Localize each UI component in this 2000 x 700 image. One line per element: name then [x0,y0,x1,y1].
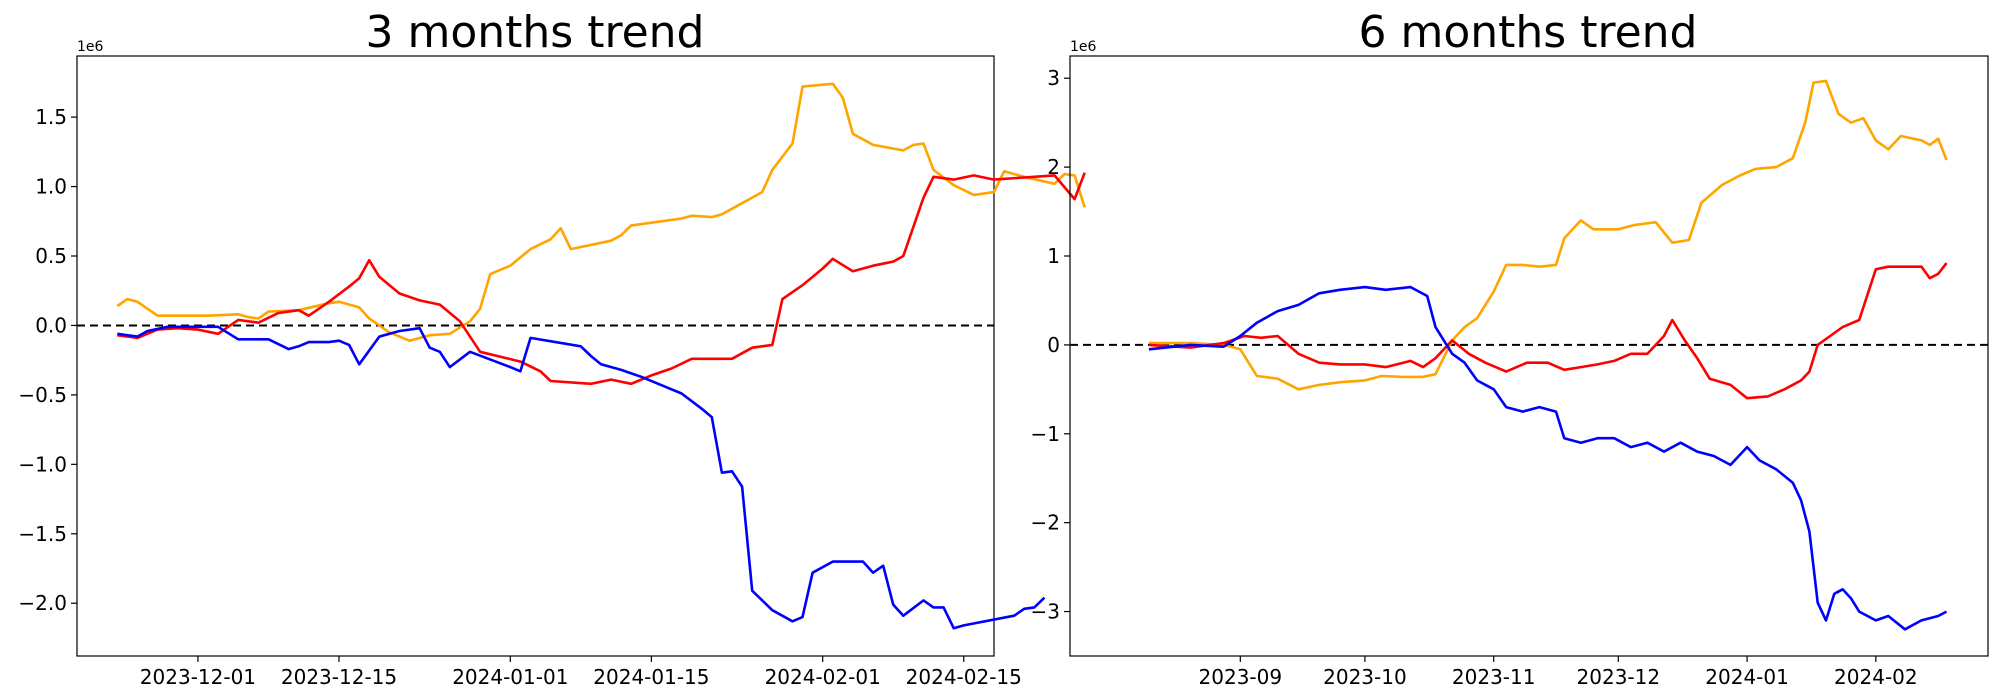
plot-area [76,55,995,657]
y-tick-label: −0.5 [18,383,67,407]
y-tick-label: −1 [1031,422,1060,446]
x-tick-label: 2023-11 [1452,665,1536,689]
series-line-2 [1148,262,1948,400]
y-tick-label: 1.0 [35,175,67,199]
series-line-3 [117,325,1046,630]
chart-title: 3 months trend [366,7,705,58]
y-tick-label: 2 [1047,155,1060,179]
x-tick-label: 2023-12 [1577,665,1661,689]
y-offset-label: 1e6 [1070,39,1097,55]
y-tick-label: 1.5 [35,105,67,129]
x-tick-label: 2024-02-15 [906,665,1022,689]
y-tick-label: 0.0 [35,313,67,337]
y-tick-label: −1.0 [18,452,67,476]
chart-6-months-trend: 6 months trend 1e6 3 2 1 0 −1 −2 −3 2023-09 2023… [1031,7,1989,689]
y-tick-label: −3 [1031,600,1060,624]
y-tick-label: 0.5 [35,244,67,268]
x-tick-label: 2024-02 [1834,665,1918,689]
y-tick-label: −1.5 [18,522,67,546]
chart-marks: 3 2 1 0 −1 −2 −3 2023-09 2023-10 2023-11 2023-12 20… [1031,66,1988,689]
x-tick-label: 2023-10 [1323,665,1407,689]
y-tick-label: −2.0 [18,591,67,615]
x-tick-label: 2023-12-15 [281,665,397,689]
plot-area [1069,55,1989,657]
x-tick-label: 2024-01-15 [593,665,709,689]
x-tick-label: 2023-12-01 [140,665,256,689]
x-tick-label: 2024-02-01 [765,665,881,689]
y-tick-label: 1 [1047,244,1060,268]
y-offset-label: 1e6 [77,39,104,55]
x-tick-label: 2023-09 [1199,665,1283,689]
chart-title: 6 months trend [1359,7,1698,58]
y-tick-label: 3 [1047,66,1060,90]
y-tick-label: −2 [1031,511,1060,535]
series-line-1 [1148,79,1948,391]
chart-3-months-trend: 3 months trend 1e6 1.5 1.0 0.5 0.0 −0.5 −1.0 −… [18,7,1086,689]
series-line-2 [117,172,1086,386]
y-tick-label: 0 [1047,333,1060,357]
series-line-3 [1148,285,1948,631]
x-tick-label: 2024-01-01 [452,665,568,689]
series-line-1 [116,82,1086,343]
x-tick-label: 2024-01 [1705,665,1789,689]
